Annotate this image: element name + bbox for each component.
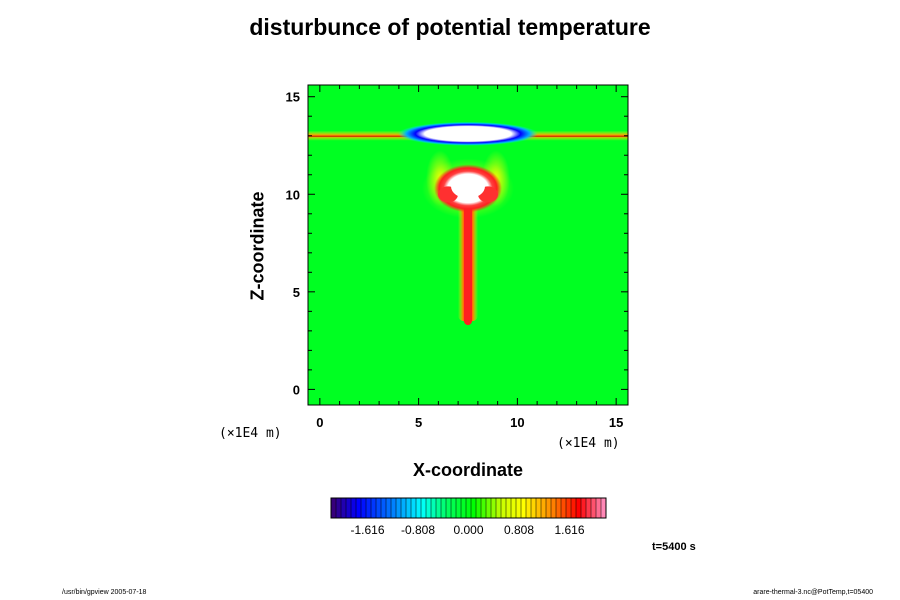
colorbar-label: -0.808 [401, 523, 435, 537]
colorbar-bin [531, 498, 537, 518]
colorbar-bin [516, 498, 522, 518]
x-tick-label: 0 [316, 415, 323, 430]
y-tick-label: 5 [293, 285, 300, 300]
axes: 0 5 10 15 0 5 10 15 [286, 85, 628, 430]
colorbar-bin [361, 498, 367, 518]
colorbar-bin [416, 498, 422, 518]
colorbar-bin [566, 498, 572, 518]
colorbar-bin [586, 498, 592, 518]
colorbar-bin [576, 498, 582, 518]
colorbar-bin [551, 498, 557, 518]
colorbar-bin [431, 498, 437, 518]
plot-frame [307, 84, 629, 406]
colorbar-bin [406, 498, 412, 518]
colorbar-bin [391, 498, 397, 518]
colorbar-bin [541, 498, 547, 518]
colorbar-bin [561, 498, 567, 518]
colorbar-bin [591, 498, 597, 518]
colorbar-bin [451, 498, 457, 518]
colorbar-bin [336, 498, 342, 518]
colorbar-bin [396, 498, 402, 518]
colorbar-bin [436, 498, 442, 518]
colorbar-bin [446, 498, 452, 518]
x-tick-label: 15 [609, 415, 623, 430]
colorbar-label: 0.000 [453, 523, 483, 537]
time-annotation: t=5400 s [652, 541, 696, 553]
colorbar-bin [381, 498, 387, 518]
colorbar-bin [426, 498, 432, 518]
cold-anomaly [398, 121, 538, 146]
colorbar-bin [521, 498, 527, 518]
colorbar-bin [501, 498, 507, 518]
x-tick-label: 5 [415, 415, 422, 430]
colorbar-bin [491, 498, 497, 518]
colorbar-bin [471, 498, 477, 518]
colorbar-bin [371, 498, 377, 518]
colorbar-bin [386, 498, 392, 518]
colorbar-bin [376, 498, 382, 518]
colorbar-bin [456, 498, 462, 518]
y-axis-unit: (×1E4 m) [219, 426, 282, 441]
colorbar-bin [526, 498, 532, 518]
colorbar-bin [351, 498, 357, 518]
colorbar-label: -1.616 [350, 523, 384, 537]
colorbar-bin [341, 498, 347, 518]
colorbar-label: 0.808 [504, 523, 534, 537]
colorbar-bin [496, 498, 502, 518]
colorbar-bin [571, 498, 577, 518]
chart-title: disturbunce of potential temperature [249, 14, 651, 40]
colorbar-bin [421, 498, 427, 518]
colorbar-bin [331, 498, 337, 518]
y-tick-label: 0 [293, 382, 300, 397]
footer-source: arare-thermal-3.nc@PotTemp,t=05400 [753, 589, 873, 596]
colorbar-bin [486, 498, 492, 518]
colorbar-bin [476, 498, 482, 518]
x-axis-unit: (×1E4 m) [557, 436, 620, 451]
colorbar-bin [556, 498, 562, 518]
colorbar-label: 1.616 [554, 523, 584, 537]
y-tick-label: 10 [286, 187, 300, 202]
plume-stem-core [464, 202, 472, 326]
colorbar-bin [461, 498, 467, 518]
x-tick-label: 10 [510, 415, 524, 430]
colorbar: -1.616 -0.808 0.000 0.808 1.616 [330, 497, 607, 537]
y-tick-label: 15 [286, 90, 300, 105]
colorbar-frame [330, 497, 607, 519]
colorbar-bin [441, 498, 447, 518]
colorbar-bin [546, 498, 552, 518]
colorbar-bin [601, 498, 607, 518]
footer-command: /usr/bin/gpview 2005-07-18 [62, 589, 147, 596]
colorbar-bin [466, 498, 472, 518]
colorbar-bin [481, 498, 487, 518]
plume-head-center [451, 174, 485, 199]
colorbar-bin [506, 498, 512, 518]
colorbar-bin [411, 498, 417, 518]
colorbar-bin [581, 498, 587, 518]
colorbar-bin [346, 498, 352, 518]
colorbar-bin [511, 498, 517, 518]
colorbar-bin [366, 498, 372, 518]
heatmap-field [308, 85, 628, 405]
colorbar-bin [596, 498, 602, 518]
x-axis-label: X-coordinate [412, 460, 523, 480]
colorbar-bin [356, 498, 362, 518]
colorbar-bin [401, 498, 407, 518]
colorbar-bin [536, 498, 542, 518]
